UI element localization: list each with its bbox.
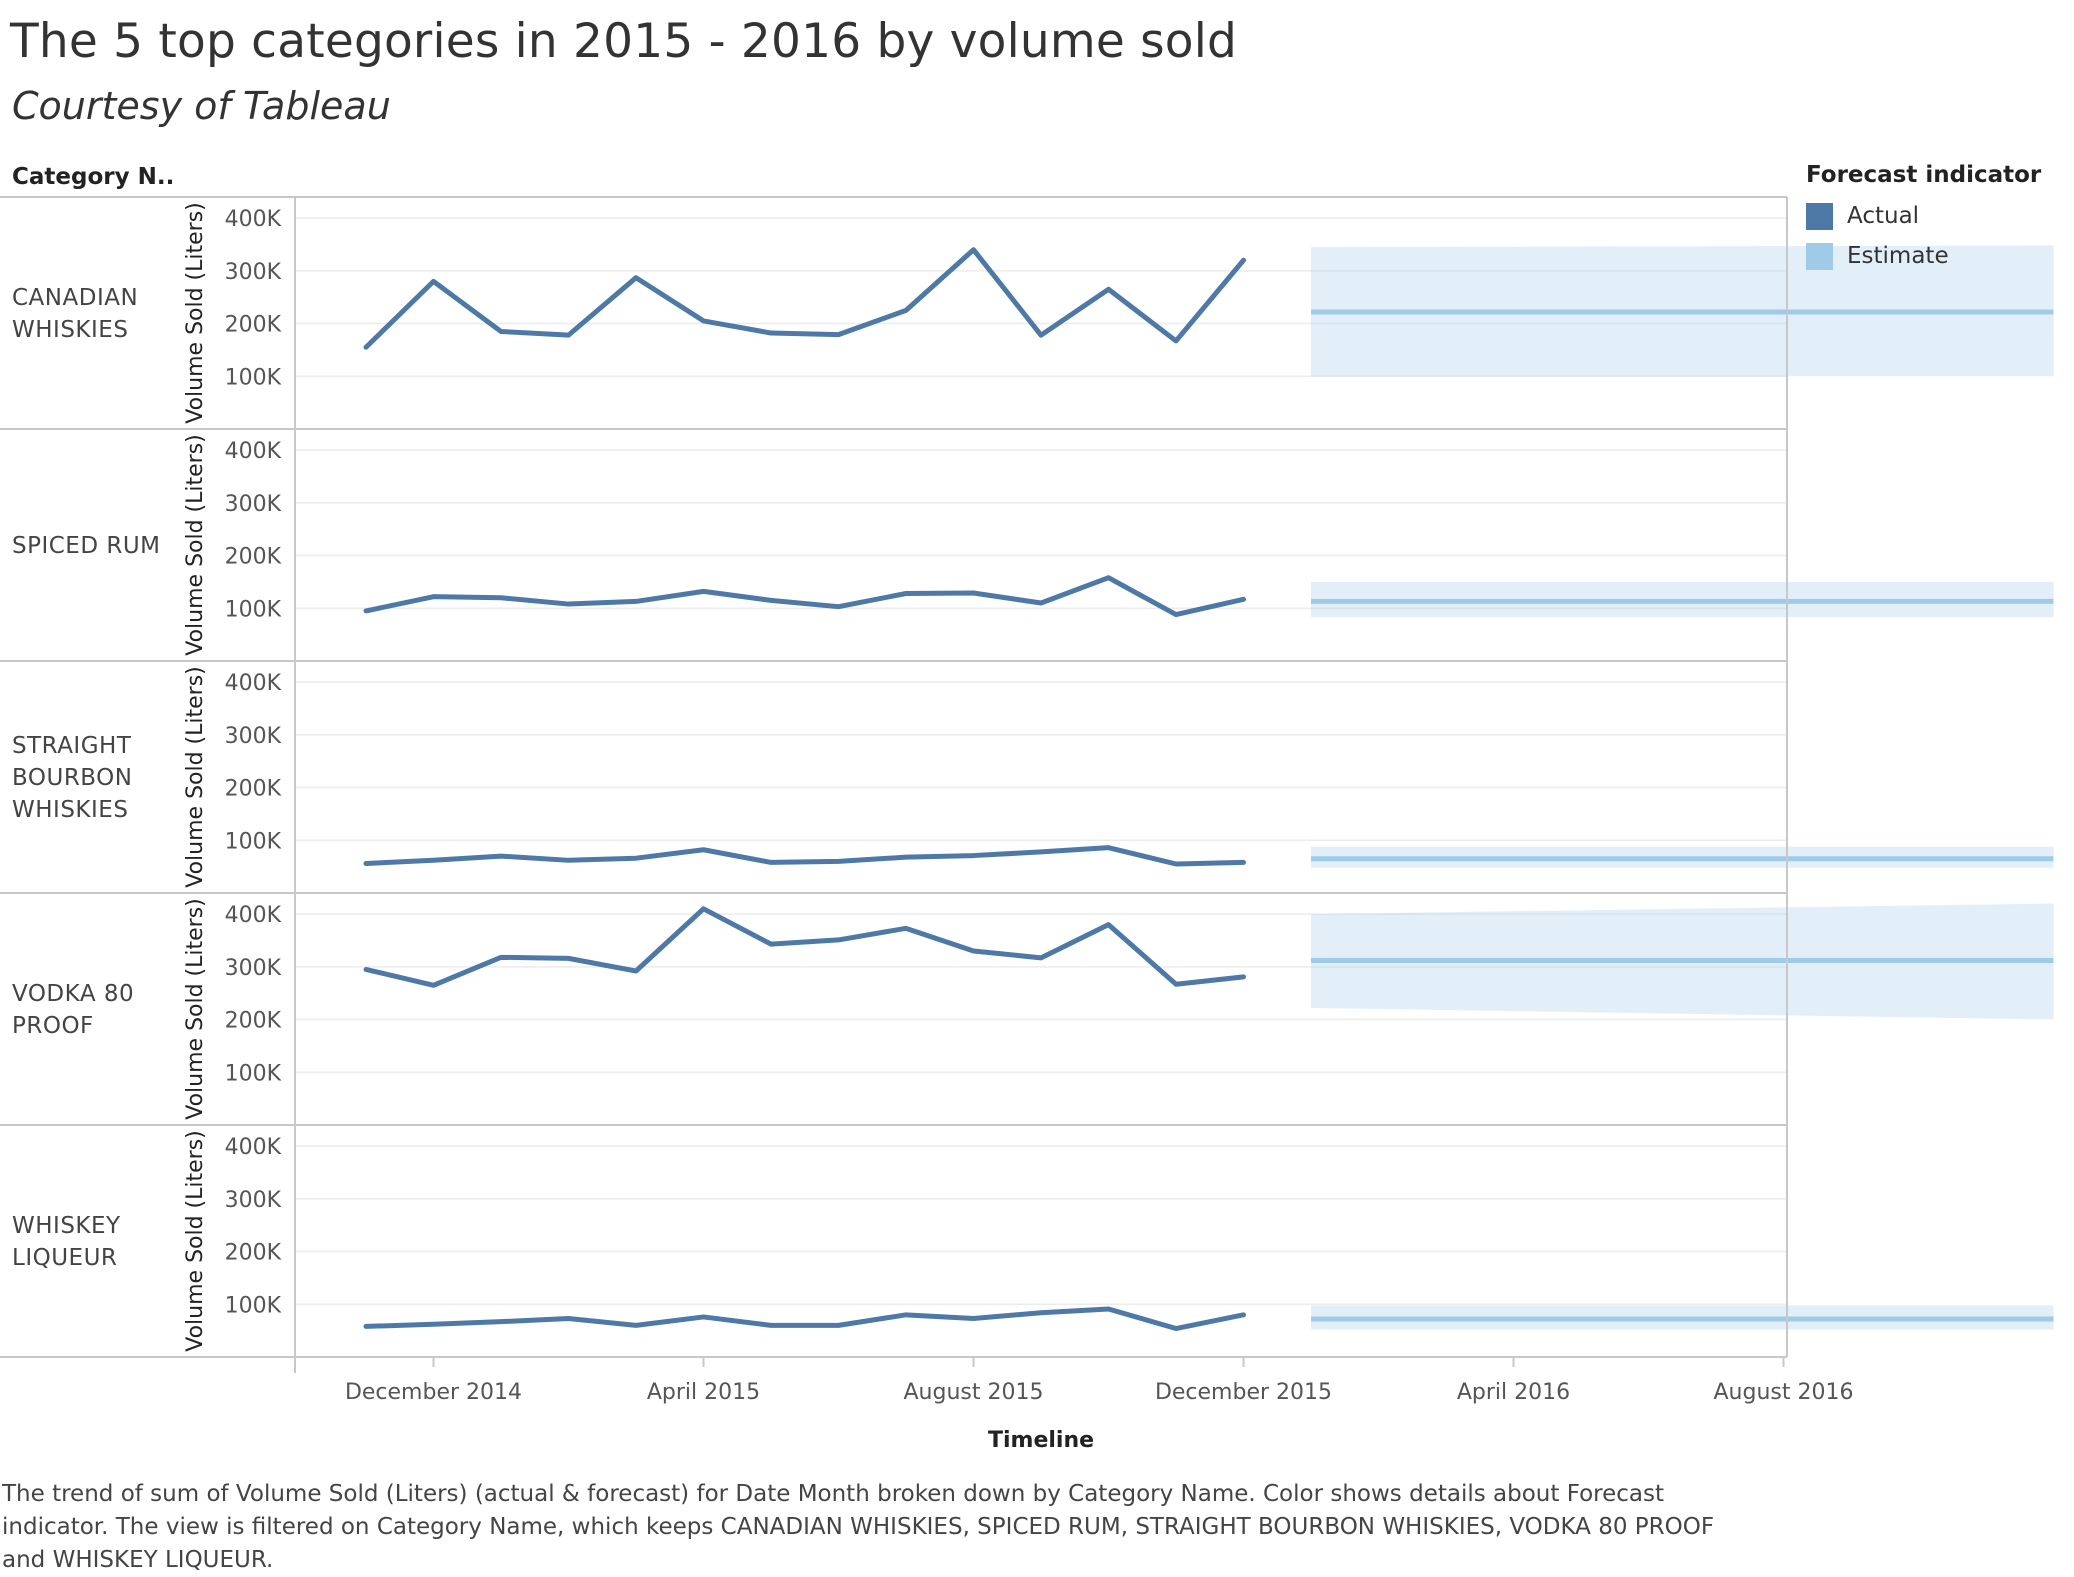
category-label: VODKA 80 PROOF <box>12 981 134 1039</box>
y-tick-label: 100K <box>225 1293 282 1318</box>
y-tick-label: 300K <box>225 1188 282 1213</box>
actual-series-line[interactable] <box>363 247 1246 350</box>
y-tick-label: 400K <box>225 903 282 928</box>
y-tick-label: 300K <box>225 956 282 981</box>
x-tick-label: August 2016 <box>1714 1380 1854 1405</box>
y-tick-label: 100K <box>225 365 282 390</box>
y-axis-title: Volume Sold (Liters) <box>183 1130 208 1352</box>
y-tick-label: 400K <box>225 1135 282 1160</box>
y-axis-title: Volume Sold (Liters) <box>183 202 208 424</box>
y-tick-label: 400K <box>225 439 282 464</box>
category-label: SPICED RUM <box>12 533 161 559</box>
category-label: CANADIAN WHISKIES <box>12 285 138 343</box>
x-tick-label: April 2015 <box>647 1380 760 1405</box>
y-tick-label: 200K <box>225 545 282 570</box>
legend-label-actual: Actual <box>1847 203 1920 229</box>
y-tick-label: 400K <box>225 207 282 232</box>
y-tick-label: 100K <box>225 597 282 622</box>
y-tick-label: 200K <box>225 777 282 802</box>
legend-item-actual[interactable]: Actual <box>1806 196 2041 236</box>
y-tick-label: 300K <box>225 724 282 749</box>
legend-item-estimate[interactable]: Estimate <box>1806 236 2041 276</box>
x-tick-label: December 2014 <box>345 1380 522 1405</box>
x-tick-label: August 2015 <box>904 1380 1044 1405</box>
legend[interactable]: Forecast indicator Actual Estimate <box>1806 162 2041 276</box>
x-axis-title: Timeline <box>988 1428 1094 1453</box>
y-tick-label: 100K <box>225 829 282 854</box>
x-tick-label: April 2016 <box>1457 1380 1570 1405</box>
y-tick-label: 100K <box>225 1061 282 1086</box>
actual-series-line[interactable] <box>363 845 1246 867</box>
y-axis-title: Volume Sold (Liters) <box>183 666 208 888</box>
y-tick-label: 300K <box>225 260 282 285</box>
line-chart: 100K 200K 300K 400K Volume Sold (Liters) CANA… <box>0 196 2054 1453</box>
x-tick-label: December 2015 <box>1155 1380 1332 1405</box>
y-tick-label: 300K <box>225 492 282 517</box>
chart-subtitle: Courtesy of Tableau <box>12 84 391 128</box>
y-tick-label: 200K <box>225 313 282 338</box>
y-axis-title: Volume Sold (Liters) <box>183 898 208 1120</box>
actual-series-line[interactable] <box>363 575 1246 618</box>
y-tick-label: 200K <box>225 1009 282 1034</box>
legend-title: Forecast indicator <box>1806 162 2042 188</box>
legend-label-estimate: Estimate <box>1847 243 1949 269</box>
legend-swatch-estimate <box>1806 242 1833 270</box>
y-axis-title: Volume Sold (Liters) <box>183 434 208 656</box>
y-tick-label: 400K <box>225 671 282 696</box>
category-label: WHISKEY LIQUEUR <box>12 1213 121 1271</box>
category-label: STRAIGHT BOURBON WHISKIES <box>12 733 132 823</box>
actual-series-line[interactable] <box>363 1306 1246 1332</box>
row-header-title[interactable]: Category N.. <box>12 164 175 190</box>
actual-series-line[interactable] <box>363 906 1246 988</box>
chart-title: The 5 top categories in 2015 - 2016 by v… <box>10 14 1238 69</box>
y-tick-label: 200K <box>225 1241 282 1266</box>
chart-caption: The trend of sum of Volume Sold (Liters)… <box>2 1481 1715 1573</box>
legend-swatch-actual <box>1806 202 1833 230</box>
